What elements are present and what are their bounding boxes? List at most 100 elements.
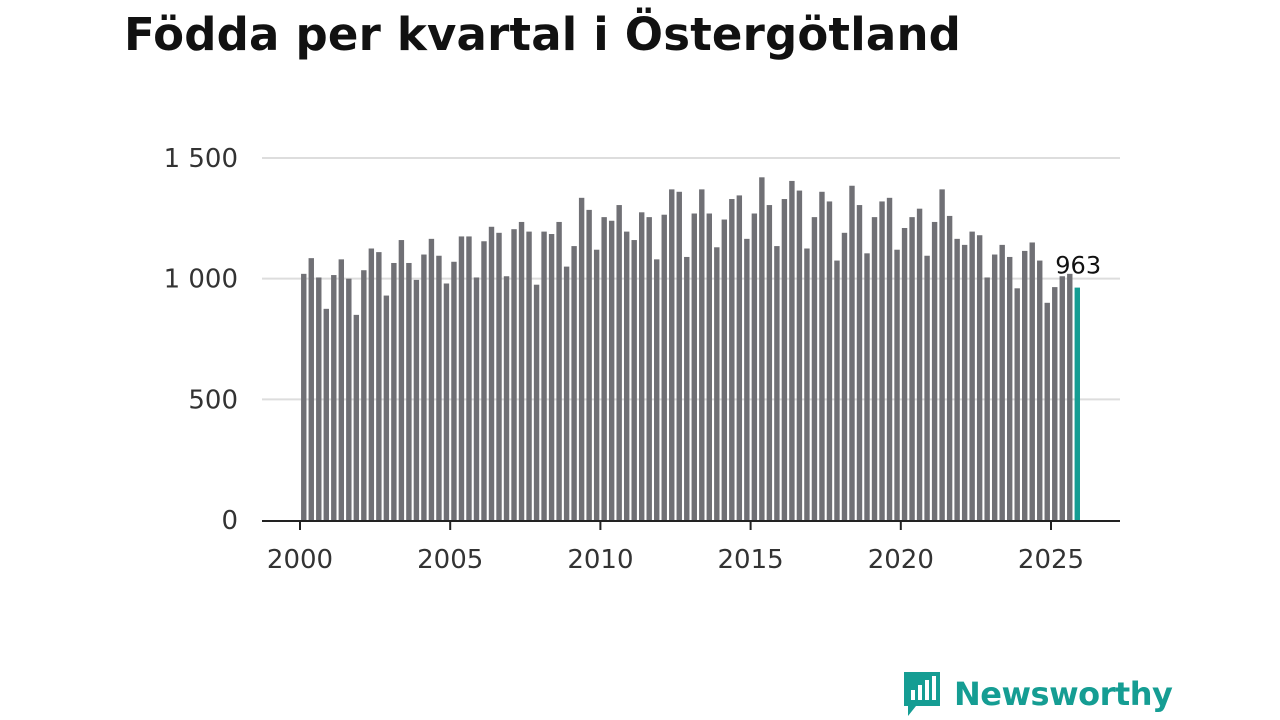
bar (811, 217, 818, 520)
bar (451, 261, 457, 520)
bar (526, 231, 532, 521)
bar (781, 199, 788, 520)
bars (301, 177, 1080, 521)
bar (676, 191, 682, 521)
y-tick-label: 1 500 (164, 144, 238, 174)
bar (691, 213, 697, 520)
bar (533, 284, 540, 520)
bar (714, 247, 720, 521)
bar (826, 201, 833, 520)
newsworthy-logo: Newsworthy (902, 670, 1173, 718)
bar (436, 255, 442, 521)
bar (976, 235, 983, 521)
bar (886, 197, 893, 520)
bar (301, 273, 307, 520)
bar (804, 248, 810, 520)
bar (1052, 287, 1058, 520)
bar (759, 177, 765, 520)
x-tick-label: 2010 (567, 545, 633, 575)
bar (548, 234, 555, 520)
bar (871, 217, 878, 520)
data-labels: 963 (1055, 252, 1101, 280)
bar (368, 248, 375, 520)
x-tick-label: 2015 (718, 545, 784, 575)
bar (376, 252, 382, 520)
y-axis: 0 500 1 000 1 500 (164, 144, 238, 536)
bar (954, 238, 960, 520)
bar (796, 190, 803, 520)
bar (646, 217, 652, 520)
y-tick-label: 500 (188, 385, 238, 415)
bar (466, 236, 472, 520)
bar (684, 256, 690, 520)
bar-highlight (1074, 287, 1080, 520)
bar (909, 217, 915, 520)
bar (1067, 273, 1073, 520)
x-tick-label: 2020 (868, 545, 934, 575)
bar (353, 314, 360, 520)
bar (428, 238, 435, 520)
bar (939, 189, 945, 520)
x-tick-label: 2005 (417, 545, 483, 575)
y-tick-label: 0 (221, 506, 238, 536)
bar (789, 180, 795, 520)
bar (496, 232, 502, 520)
bar (338, 259, 345, 520)
bar (316, 277, 322, 520)
bar (931, 221, 938, 520)
bar (834, 260, 840, 520)
bar (856, 205, 863, 520)
bar (864, 253, 870, 520)
bar (503, 276, 510, 520)
bar (623, 231, 630, 521)
bar (736, 195, 743, 520)
bar (563, 266, 570, 520)
bar (1014, 288, 1020, 520)
bar (879, 201, 885, 520)
bar (744, 238, 750, 520)
bar (961, 244, 968, 520)
bar (774, 246, 780, 520)
bar (729, 199, 735, 520)
bar (916, 208, 923, 520)
bar (383, 295, 390, 520)
bar (421, 254, 427, 520)
bar (721, 219, 728, 521)
bar (751, 213, 758, 520)
bar (556, 221, 562, 520)
bar (398, 240, 405, 521)
x-tick-label: 2025 (1018, 545, 1084, 575)
bar (894, 249, 900, 520)
bar (706, 213, 712, 520)
bar (593, 249, 600, 520)
x-axis: 2000 2005 2010 2015 2020 2025 (262, 520, 1120, 575)
bar (331, 275, 337, 520)
bar (1029, 242, 1035, 520)
bar (1022, 250, 1028, 520)
bar (608, 220, 615, 520)
bar (661, 214, 667, 520)
bar (841, 232, 848, 520)
bar (699, 189, 705, 520)
bar (1006, 256, 1013, 520)
bar (458, 236, 465, 520)
bar (481, 241, 487, 520)
bar (586, 209, 592, 520)
bar (969, 231, 975, 521)
bar (541, 231, 547, 521)
bar (849, 185, 855, 520)
brand-name: Newsworthy (954, 675, 1173, 713)
bar (578, 197, 585, 520)
bar (999, 244, 1005, 520)
bar (1044, 302, 1050, 520)
bar (473, 277, 480, 520)
bar (654, 259, 660, 520)
bar (443, 283, 450, 520)
x-tick-label: 2000 (267, 545, 333, 575)
bar (616, 205, 622, 520)
bar (924, 255, 930, 521)
bar (1059, 276, 1065, 520)
bar (406, 262, 412, 520)
bar (669, 189, 675, 520)
